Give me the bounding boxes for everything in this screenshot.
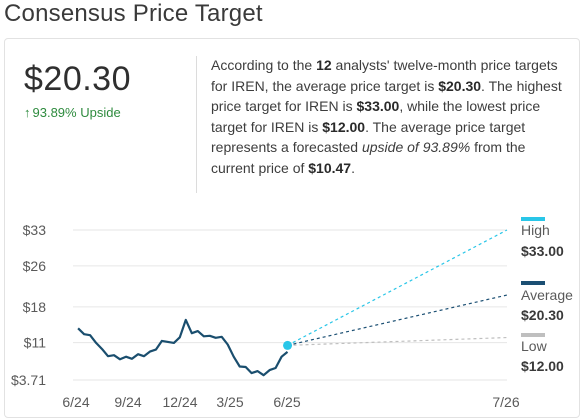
average-price-target: $20.30: [24, 60, 131, 98]
legend-label-high: High: [521, 222, 550, 238]
page-title: Consensus Price Target: [4, 0, 263, 27]
current-price-dot: [283, 340, 293, 350]
vertical-divider: [196, 56, 197, 193]
legend-label-average: Average: [521, 287, 573, 303]
x-tick-label: 9/24: [114, 394, 141, 410]
projection-line-average: [287, 294, 508, 346]
y-tick-label: $26: [23, 258, 47, 274]
consensus-summary: According to the 12 analysts' twelve-mon…: [211, 57, 562, 176]
x-tick-label: 7/26: [492, 394, 519, 410]
price-history-line: [77, 318, 289, 377]
legend-value-average: $20.30: [521, 307, 564, 323]
price-target-card: $20.30 ↑ 93.89% Upside According to the 1…: [4, 38, 580, 418]
projection-line-high: [287, 229, 508, 346]
upside-indicator: ↑ 93.89% Upside: [24, 105, 121, 120]
y-tick-label: $3.71: [11, 372, 46, 388]
legend-swatch-high: [521, 217, 545, 221]
legend-swatch-low: [521, 333, 545, 337]
y-tick-label: $33: [23, 222, 47, 238]
x-tick-label: 12/24: [162, 394, 197, 410]
projection-line-low: [287, 336, 508, 346]
legend-value-high: $33.00: [521, 243, 564, 259]
y-tick-label: $18: [23, 299, 47, 315]
upside-text: 93.89% Upside: [32, 105, 121, 120]
x-tick-label: 3/25: [216, 394, 243, 410]
arrow-up-icon: ↑: [24, 105, 31, 120]
legend-label-low: Low: [521, 338, 548, 354]
legend-value-low: $12.00: [521, 358, 564, 374]
y-tick-label: $11: [24, 335, 47, 351]
x-tick-label: 6/24: [62, 394, 89, 410]
x-tick-label: 6/25: [273, 394, 300, 410]
legend-swatch-average: [521, 281, 545, 285]
